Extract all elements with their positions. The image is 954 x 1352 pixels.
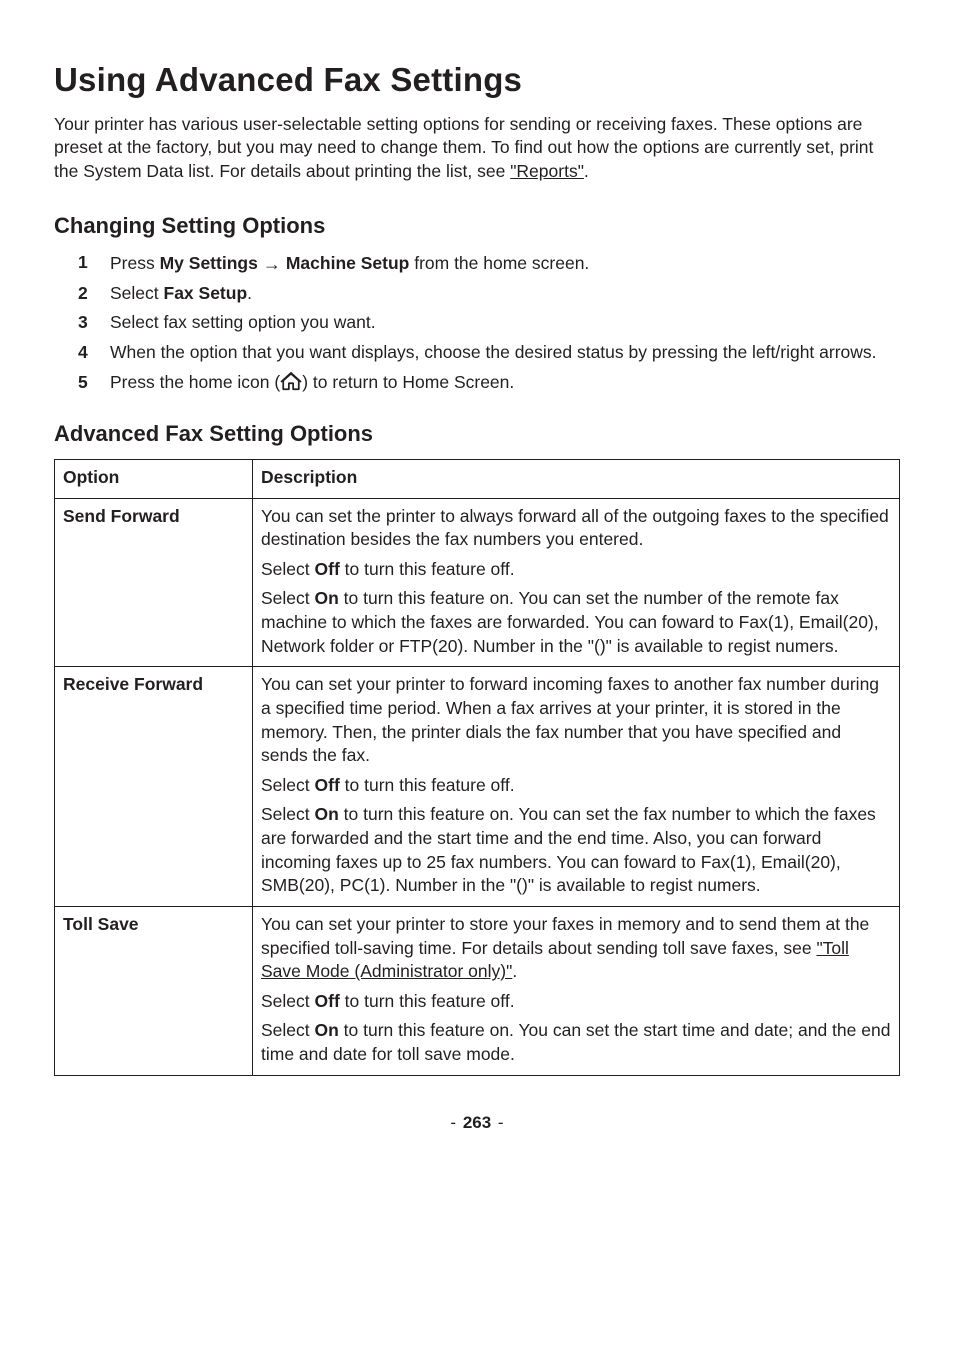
step-5-text-a: Press the home icon ( [110,372,280,392]
page-number-value: 263 [463,1113,491,1132]
header-option: Option [55,459,253,498]
option-name: Toll Save [55,906,253,1075]
desc-p1: You can set your printer to forward inco… [261,673,891,768]
desc-p2: Select Off to turn this feature off. [261,990,891,1014]
step-1-bold-1: My Settings [160,253,258,273]
step-2-bold: Fax Setup [164,283,248,303]
table-header-row: Option Description [55,459,900,498]
option-desc: You can set your printer to store your f… [253,906,900,1075]
step-2-text-c: . [247,283,252,303]
desc-p1: You can set your printer to store your f… [261,913,891,984]
option-name: Send Forward [55,498,253,667]
step-5-text-b: ) to return to Home Screen. [302,372,514,392]
arrow-icon: → [258,254,286,274]
intro-suffix: . [584,161,589,181]
header-description: Description [253,459,900,498]
step-1-text-a: Press [110,253,160,273]
step-1-bold-2: Machine Setup [286,253,410,273]
page-title: Using Advanced Fax Settings [54,58,900,103]
section-heading-advanced: Advanced Fax Setting Options [54,419,900,449]
step-3: Select fax setting option you want. [54,311,900,335]
step-5: Press the home icon ( ) to return to Home… [54,371,900,398]
table-row: Send Forward You can set the printer to … [55,498,900,667]
options-table: Option Description Send Forward You can … [54,459,900,1076]
reports-link[interactable]: "Reports" [510,161,584,181]
section-heading-changing: Changing Setting Options [54,211,900,241]
step-2: Select Fax Setup. [54,282,900,306]
step-4: When the option that you want displays, … [54,341,900,365]
option-desc: You can set your printer to forward inco… [253,667,900,907]
step-1: Press My Settings → Machine Setup from t… [54,251,900,276]
desc-p1: You can set the printer to always forwar… [261,505,891,552]
steps-list: Press My Settings → Machine Setup from t… [54,251,900,397]
intro-text: Your printer has various user-selectable… [54,114,873,181]
option-name: Receive Forward [55,667,253,907]
table-row: Toll Save You can set your printer to st… [55,906,900,1075]
step-1-text-d: from the home screen. [409,253,589,273]
step-2-text-a: Select [110,283,164,303]
desc-p3: Select On to turn this feature on. You c… [261,803,891,898]
table-row: Receive Forward You can set your printer… [55,667,900,907]
desc-p2: Select Off to turn this feature off. [261,774,891,798]
desc-p3: Select On to turn this feature on. You c… [261,1019,891,1066]
intro-paragraph: Your printer has various user-selectable… [54,113,900,184]
desc-p3: Select On to turn this feature on. You c… [261,587,891,658]
desc-p2: Select Off to turn this feature off. [261,558,891,582]
page-number: - 263 - [54,1112,900,1135]
option-desc: You can set the printer to always forwar… [253,498,900,667]
home-icon [280,372,302,398]
